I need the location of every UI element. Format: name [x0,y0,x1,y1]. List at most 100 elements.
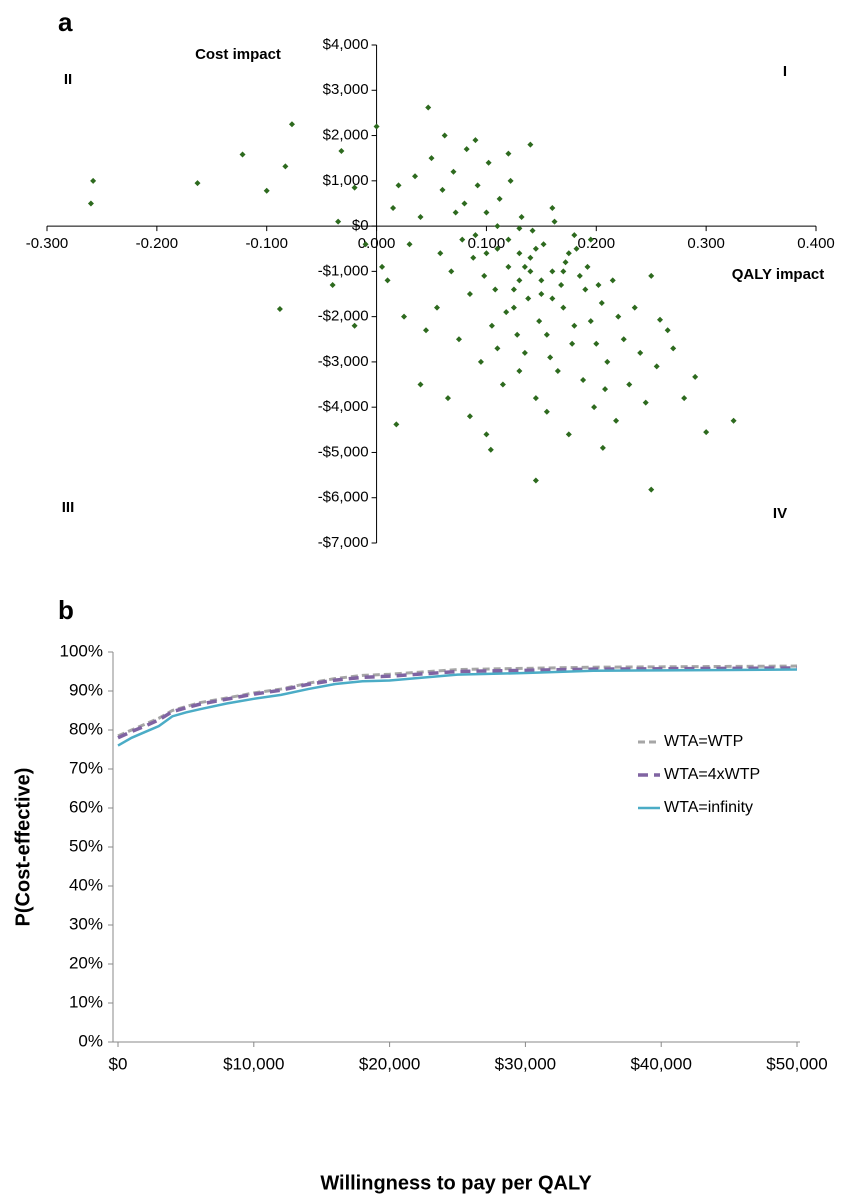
point [507,177,514,184]
point [532,245,539,252]
point [615,313,622,320]
point [573,245,580,252]
point [379,263,386,270]
y-tick-label: $4,000 [323,36,369,53]
point [423,327,430,334]
point [437,250,444,257]
point [653,363,660,370]
point [329,281,336,288]
x-axis-label: Willingness to pay per QALY [320,1172,592,1194]
y-tick-label: 90% [69,680,103,699]
point [626,381,633,388]
point [602,386,609,393]
y-tick-label: -$3,000 [318,353,369,370]
point [521,349,528,356]
point [664,327,671,334]
point [439,186,446,193]
y-tick-label: 100% [60,641,103,660]
point [470,254,477,261]
point [510,286,517,293]
x-axis-label: QALY impact [732,266,825,283]
point [527,141,534,148]
point [532,395,539,402]
point [441,132,448,139]
point [448,268,455,275]
point [536,318,543,325]
point [87,200,94,207]
point [425,104,432,111]
point [494,345,501,352]
point [481,272,488,279]
x-tick-label: 0.200 [578,235,616,252]
point [681,395,688,402]
y-tick-label: -$4,000 [318,398,369,415]
point [631,304,638,311]
line [117,668,798,747]
point [455,336,462,343]
point [521,263,528,270]
point [571,322,578,329]
point [547,354,554,361]
x-tick-label: $30,000 [495,1054,556,1073]
point [551,218,558,225]
point [730,417,737,424]
point [604,358,611,365]
point [543,408,550,415]
point [584,263,591,270]
point [499,381,506,388]
point [395,182,402,189]
y-tick-label: 80% [69,719,103,738]
y-tick-label: -$7,000 [318,534,369,551]
point [276,305,283,312]
point [466,291,473,297]
point [505,150,512,157]
point [390,204,397,211]
point [450,168,457,175]
point [338,147,345,154]
x-tick-label: -0.300 [26,235,69,252]
point [428,155,435,162]
point [483,431,490,438]
point [516,225,523,232]
point [90,177,97,184]
y-tick-label: -$6,000 [318,489,369,506]
point [549,204,556,211]
y-tick-label: -$2,000 [318,308,369,325]
point [494,223,501,230]
point [406,241,413,248]
point [538,291,545,297]
point [505,236,512,243]
point [532,477,539,484]
point [549,268,556,275]
panel-label: b [58,595,74,625]
point [670,345,677,352]
point [351,322,358,329]
point [580,377,587,384]
y-tick-label: -$5,000 [318,443,369,460]
quadrant-label: III [62,499,75,516]
point [503,309,510,316]
point [516,250,523,257]
point [487,446,494,453]
point [514,331,521,338]
point [510,304,517,311]
point [412,173,419,180]
line [117,664,798,738]
point [560,304,567,311]
point [452,209,459,216]
point [194,180,201,187]
y-tick-label: 0% [78,1031,103,1050]
x-tick-label: $40,000 [630,1054,691,1073]
point [587,318,594,325]
point [492,286,499,293]
x-tick-label: 0.300 [687,235,725,252]
x-tick-label: 0.400 [797,235,835,252]
point [582,286,589,293]
point [540,241,547,248]
point [488,322,495,329]
point [558,281,565,288]
point [496,195,503,202]
point [648,486,655,493]
